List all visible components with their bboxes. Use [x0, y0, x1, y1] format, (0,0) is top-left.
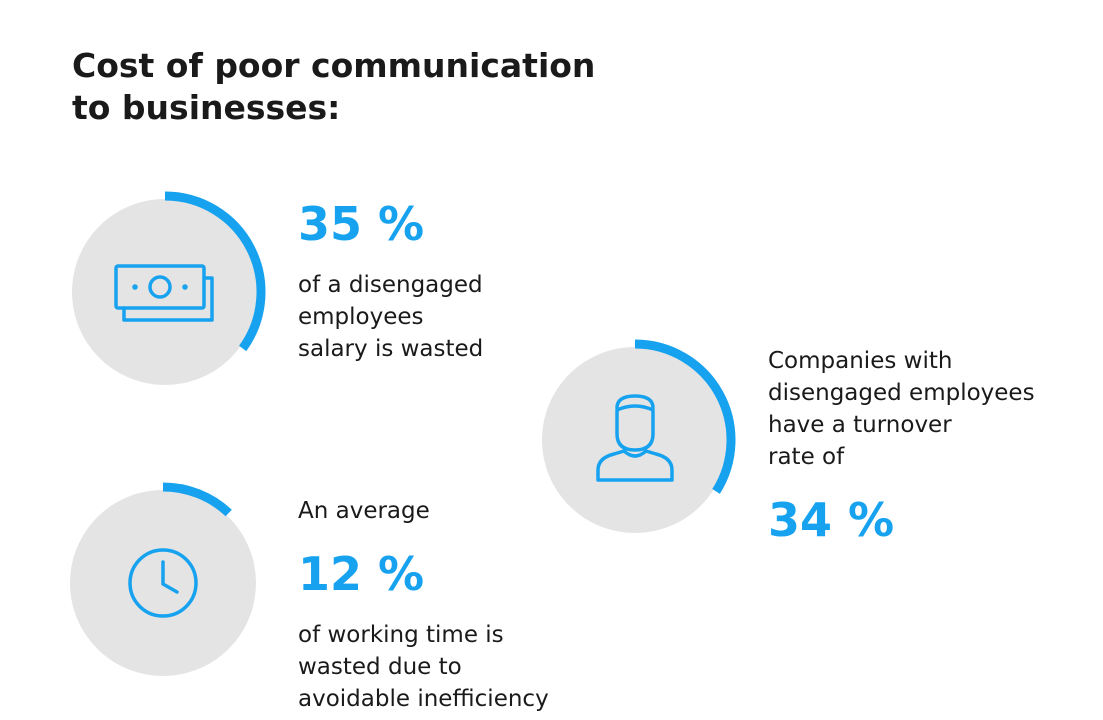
progress-arc [162, 482, 232, 517]
circle-bg [542, 347, 728, 533]
stat-value: 35 % [298, 197, 424, 251]
stat-value: 34 % [768, 493, 894, 547]
title-line: to businesses: [72, 88, 340, 127]
money-icon [114, 264, 214, 322]
stat-text: wasted due to [298, 654, 462, 680]
stat-text: avoidable inefficiency [298, 686, 549, 712]
progress-arc [164, 191, 266, 352]
stat-text: employees [298, 304, 424, 330]
stat-text: of a disengaged [298, 272, 483, 298]
stat-text: of working time is [298, 622, 504, 648]
stat-value: 12 % [298, 547, 424, 601]
person-icon [596, 394, 674, 482]
stat-text: Companies with [768, 348, 952, 374]
title-line: Cost of poor communication [72, 46, 595, 85]
stat-text: rate of [768, 444, 845, 470]
stat-text: An average [298, 498, 430, 524]
stat-text: have a turnover [768, 412, 952, 438]
progress-arc [634, 339, 736, 494]
circle-bg [72, 199, 258, 385]
clock-icon [128, 548, 198, 618]
stat-text: salary is wasted [298, 336, 483, 362]
stat-text: disengaged employees [768, 380, 1035, 406]
